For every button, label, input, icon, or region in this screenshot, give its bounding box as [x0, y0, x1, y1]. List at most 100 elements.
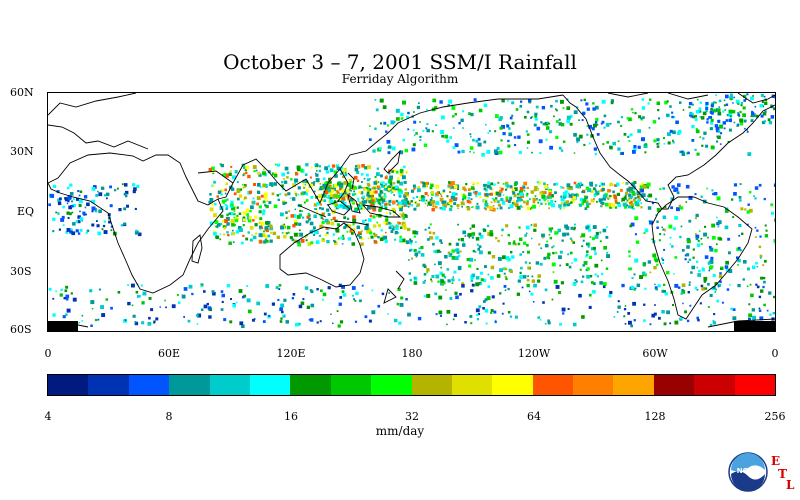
- rain-cell: [530, 190, 534, 194]
- rain-cell: [407, 205, 410, 208]
- rain-cell: [284, 166, 289, 171]
- rain-cell: [379, 98, 384, 103]
- rain-cell: [647, 102, 650, 105]
- rain-cell: [360, 191, 364, 195]
- rain-cell: [762, 264, 765, 267]
- rain-cell: [479, 234, 484, 239]
- rain-cell: [523, 241, 527, 245]
- rain-cell: [305, 220, 309, 224]
- rain-cell: [700, 195, 703, 198]
- rain-cell: [324, 218, 329, 223]
- rain-cell: [375, 185, 378, 187]
- rain-cell: [614, 200, 618, 203]
- rain-cell: [374, 176, 377, 178]
- rain-cell: [236, 189, 241, 193]
- rain-cell: [770, 104, 773, 108]
- rain-cell: [546, 240, 548, 243]
- rain-cell: [730, 98, 733, 101]
- rain-cell: [442, 206, 446, 211]
- rain-cell: [455, 295, 459, 300]
- rain-cell: [632, 190, 635, 193]
- rain-cell: [260, 194, 264, 198]
- rain-cell: [694, 148, 697, 151]
- rain-cell: [200, 308, 204, 311]
- rain-cell: [338, 302, 342, 306]
- rain-cell: [246, 213, 249, 216]
- rain-cell: [501, 228, 504, 232]
- rain-cell: [475, 282, 480, 287]
- rain-cell: [703, 232, 707, 237]
- rain-cell: [393, 120, 396, 123]
- rain-cell: [449, 198, 453, 203]
- rain-cell: [507, 139, 510, 143]
- rain-cell: [705, 101, 709, 106]
- rain-cell: [546, 186, 549, 189]
- rain-cell: [599, 240, 602, 243]
- rain-cell: [595, 105, 599, 110]
- rain-cell: [562, 312, 565, 315]
- rain-cell: [242, 187, 245, 189]
- rain-cell: [640, 118, 643, 121]
- rain-cell: [448, 99, 453, 104]
- rain-cell: [398, 205, 402, 209]
- rain-cell: [347, 224, 352, 229]
- rain-cell: [236, 206, 239, 209]
- rain-cell: [469, 227, 472, 230]
- rain-cell: [594, 250, 596, 252]
- rain-cell: [628, 199, 631, 203]
- rain-cell: [593, 147, 597, 151]
- rain-cell: [281, 232, 284, 234]
- rain-cell: [617, 147, 621, 151]
- rain-cell: [503, 285, 507, 288]
- rain-cell: [649, 98, 652, 101]
- rain-cell: [534, 112, 538, 116]
- rain-cell: [286, 176, 289, 179]
- rain-cell: [519, 271, 522, 274]
- rain-cell: [501, 124, 505, 129]
- rain-cell: [355, 291, 359, 296]
- rain-cell: [593, 123, 597, 128]
- rain-cell: [379, 237, 384, 242]
- rain-cell: [423, 273, 427, 276]
- rain-cell: [609, 205, 613, 209]
- rain-cell: [501, 234, 503, 237]
- rain-cell: [724, 265, 729, 269]
- rain-cell: [416, 203, 420, 207]
- rain-cell: [377, 304, 381, 308]
- rain-cell: [377, 185, 380, 189]
- rain-cell: [527, 140, 531, 144]
- rain-cell: [588, 228, 592, 232]
- rain-cell: [446, 195, 449, 198]
- rain-cell: [580, 280, 584, 284]
- rain-cell: [294, 208, 297, 211]
- rain-cell: [718, 106, 720, 108]
- rain-cell: [77, 190, 80, 193]
- rain-cell: [261, 233, 266, 238]
- rain-cell: [543, 196, 548, 200]
- rain-cell: [759, 254, 763, 258]
- rain-cell: [232, 241, 235, 243]
- rain-cell: [546, 184, 549, 186]
- rain-cell: [207, 306, 212, 310]
- rain-cell: [302, 216, 305, 219]
- rain-cell: [71, 211, 74, 214]
- rain-cell: [526, 200, 529, 203]
- rain-cell: [370, 203, 374, 207]
- rain-cell: [282, 201, 286, 205]
- rain-cell: [432, 242, 435, 246]
- rain-cell: [224, 225, 227, 228]
- rain-cell: [569, 237, 573, 240]
- rain-cell: [661, 310, 665, 314]
- rain-cell: [651, 202, 654, 205]
- rain-cell: [106, 197, 108, 200]
- rain-cell: [242, 211, 247, 216]
- rain-cell: [132, 183, 136, 187]
- rain-cell: [483, 103, 488, 108]
- rain-cell: [560, 123, 565, 127]
- rain-cell: [59, 293, 63, 297]
- rain-cell: [657, 142, 660, 145]
- rain-cell: [334, 200, 337, 203]
- rain-cell: [741, 232, 744, 235]
- rain-cell: [401, 200, 405, 204]
- rain-cell: [246, 298, 251, 303]
